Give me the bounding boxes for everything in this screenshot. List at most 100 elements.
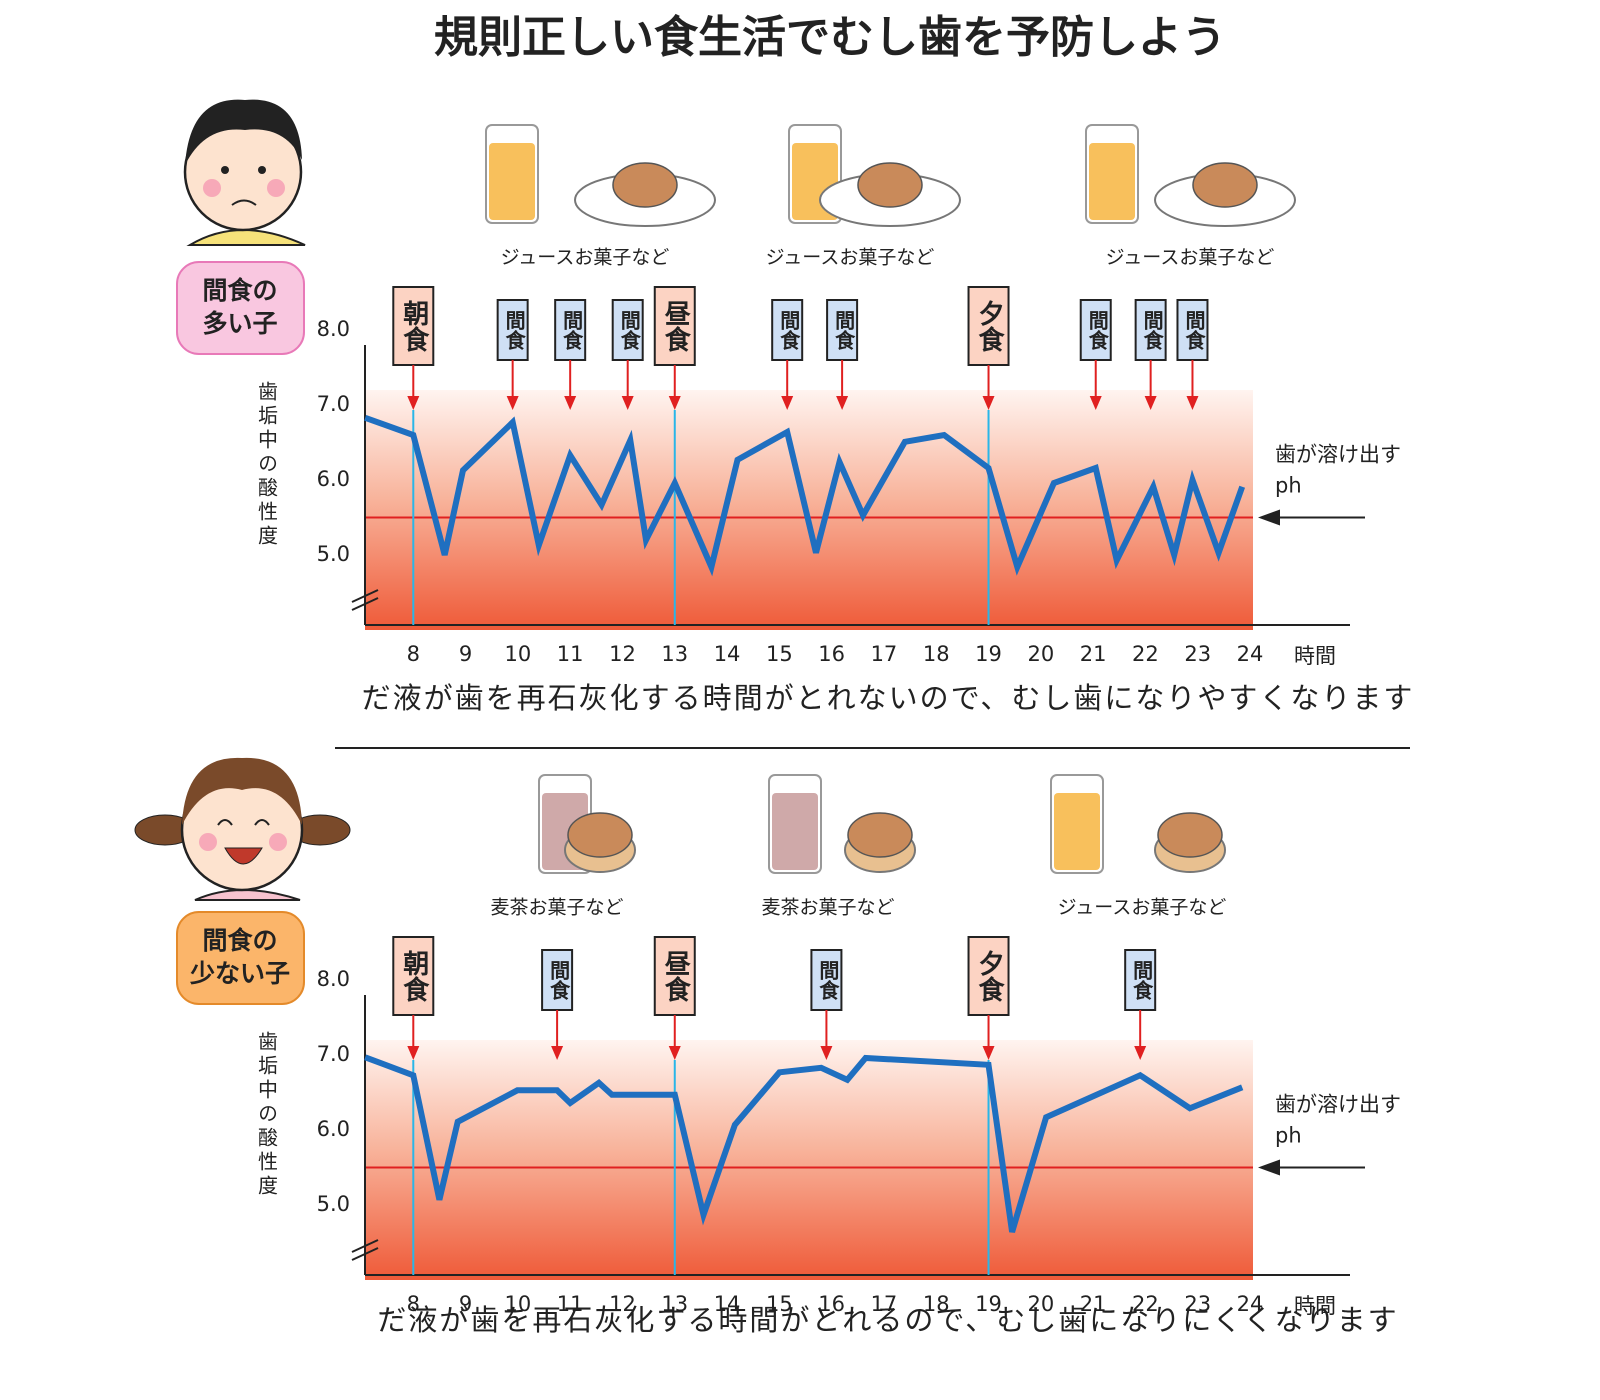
snack-label: 間食 bbox=[816, 960, 840, 1001]
food-label: ジュースお菓子など bbox=[766, 247, 935, 269]
x-tick-label: 23 bbox=[1184, 1292, 1211, 1316]
x-tick-label: 18 bbox=[923, 1292, 950, 1316]
snack-label: 間食 bbox=[1130, 960, 1154, 1001]
meal-box bbox=[653, 936, 696, 1016]
x-tick-label: 21 bbox=[1080, 642, 1107, 666]
snack-label: 間食 bbox=[777, 310, 801, 351]
x-tick-label: 14 bbox=[714, 642, 741, 666]
meal-arrowhead bbox=[781, 396, 794, 410]
meal-arrowhead bbox=[982, 1046, 995, 1060]
child-label: 多い子 bbox=[202, 309, 277, 338]
caption: だ液が歯を再石灰化する時間がとれるので、むし歯になりにくくなります bbox=[377, 1303, 1398, 1337]
meal-arrowhead bbox=[836, 396, 849, 410]
threshold-label: ph bbox=[1275, 474, 1302, 498]
x-tick-label: 14 bbox=[714, 1292, 741, 1316]
x-axis-label: 時間 bbox=[1294, 644, 1336, 668]
snack-box bbox=[771, 299, 804, 361]
snack-icon bbox=[1157, 812, 1223, 858]
snack-box bbox=[1079, 299, 1112, 361]
meal-arrowhead bbox=[668, 1046, 681, 1060]
acid-area bbox=[365, 1040, 1253, 1280]
y-tick-label: 6.0 bbox=[317, 467, 350, 491]
meal-label: 朝食 bbox=[399, 299, 429, 353]
x-tick-label: 16 bbox=[818, 1292, 845, 1316]
x-axis-label: 時間 bbox=[1294, 1294, 1336, 1318]
meal-label: 昼食 bbox=[660, 300, 690, 353]
meal-arrowhead bbox=[551, 1046, 564, 1060]
threshold-label: ph bbox=[1275, 1124, 1302, 1148]
y-tick-label: 8.0 bbox=[317, 967, 350, 991]
meal-label: 夕食 bbox=[974, 300, 1004, 353]
meal-arrowhead bbox=[506, 396, 519, 410]
meal-arrowhead bbox=[564, 396, 577, 410]
snack-box bbox=[541, 949, 574, 1011]
meal-label: 夕食 bbox=[974, 950, 1004, 1003]
axis-break bbox=[351, 1239, 379, 1261]
x-tick-label: 22 bbox=[1132, 642, 1159, 666]
x-tick-label: 9 bbox=[459, 642, 472, 666]
x-tick-label: 11 bbox=[557, 1292, 584, 1316]
meal-label: 朝食 bbox=[399, 949, 429, 1003]
y-tick-label: 6.0 bbox=[317, 1117, 350, 1141]
x-tick-label: 21 bbox=[1080, 1292, 1107, 1316]
acid-area bbox=[365, 390, 1253, 630]
child-label: 間食の bbox=[202, 276, 277, 305]
snack-icon bbox=[847, 812, 913, 858]
x-tick-label: 8 bbox=[407, 1292, 420, 1316]
meal-arrowhead bbox=[407, 396, 420, 410]
meal-label: 昼食 bbox=[660, 950, 690, 1003]
meal-arrowhead bbox=[668, 396, 681, 410]
snack-box bbox=[826, 299, 859, 361]
threshold-label: 歯が溶け出す bbox=[1275, 443, 1401, 467]
snack-label: 間食 bbox=[1140, 310, 1164, 351]
x-tick-label: 19 bbox=[975, 1292, 1002, 1316]
y-tick-label: 7.0 bbox=[317, 392, 350, 416]
x-tick-label: 24 bbox=[1237, 642, 1264, 666]
meal-arrowhead bbox=[1186, 396, 1199, 410]
x-tick-label: 17 bbox=[871, 642, 898, 666]
snack-label: 間食 bbox=[502, 310, 526, 351]
x-tick-label: 17 bbox=[871, 1292, 898, 1316]
snack-label: 間食 bbox=[547, 960, 571, 1001]
x-tick-label: 12 bbox=[609, 642, 636, 666]
y-tick-label: 7.0 bbox=[317, 1042, 350, 1066]
snack-label: 間食 bbox=[832, 310, 856, 351]
y-axis-label: 歯垢中の酸性度 bbox=[255, 1031, 279, 1199]
axis-break bbox=[351, 589, 379, 611]
x-tick-label: 12 bbox=[609, 1292, 636, 1316]
snack-icon bbox=[567, 812, 633, 858]
meal-arrowhead bbox=[1134, 1046, 1147, 1060]
snack-icon bbox=[612, 162, 678, 208]
child-label-box bbox=[176, 261, 305, 355]
drink-icon bbox=[1054, 793, 1100, 870]
meal-arrowhead bbox=[407, 1046, 420, 1060]
x-tick-label: 23 bbox=[1184, 642, 1211, 666]
child-label: 間食の bbox=[202, 926, 277, 955]
threshold-arrowhead bbox=[1258, 1159, 1280, 1176]
x-tick-label: 10 bbox=[505, 642, 532, 666]
threshold-label: 歯が溶け出す bbox=[1275, 1093, 1401, 1117]
snack-label: 間食 bbox=[1182, 310, 1206, 351]
caption: だ液が歯を再石灰化する時間がとれないので、むし歯になりやすくなります bbox=[362, 681, 1415, 715]
snack-icon bbox=[857, 162, 923, 208]
drink-icon bbox=[1089, 143, 1135, 220]
boy-illustration bbox=[183, 99, 306, 246]
snack-box bbox=[611, 299, 644, 361]
x-tick-label: 24 bbox=[1237, 1292, 1264, 1316]
food-label: 麦茶お菓子など bbox=[761, 897, 894, 919]
x-tick-label: 20 bbox=[1027, 642, 1054, 666]
food-label: ジュースお菓子など bbox=[1058, 897, 1227, 919]
x-tick-label: 13 bbox=[661, 642, 688, 666]
ph-line bbox=[364, 414, 1246, 577]
snack-icon bbox=[1192, 162, 1258, 208]
ph-line bbox=[364, 1054, 1244, 1233]
x-tick-label: 13 bbox=[661, 1292, 688, 1316]
meal-arrowhead bbox=[820, 1046, 833, 1060]
x-tick-label: 19 bbox=[975, 642, 1002, 666]
x-tick-label: 15 bbox=[766, 1292, 793, 1316]
snack-label: 間食 bbox=[1085, 310, 1109, 351]
snack-box bbox=[1134, 299, 1167, 361]
y-axis-label: 歯垢中の酸性度 bbox=[255, 381, 279, 549]
y-tick-label: 5.0 bbox=[317, 1192, 350, 1216]
